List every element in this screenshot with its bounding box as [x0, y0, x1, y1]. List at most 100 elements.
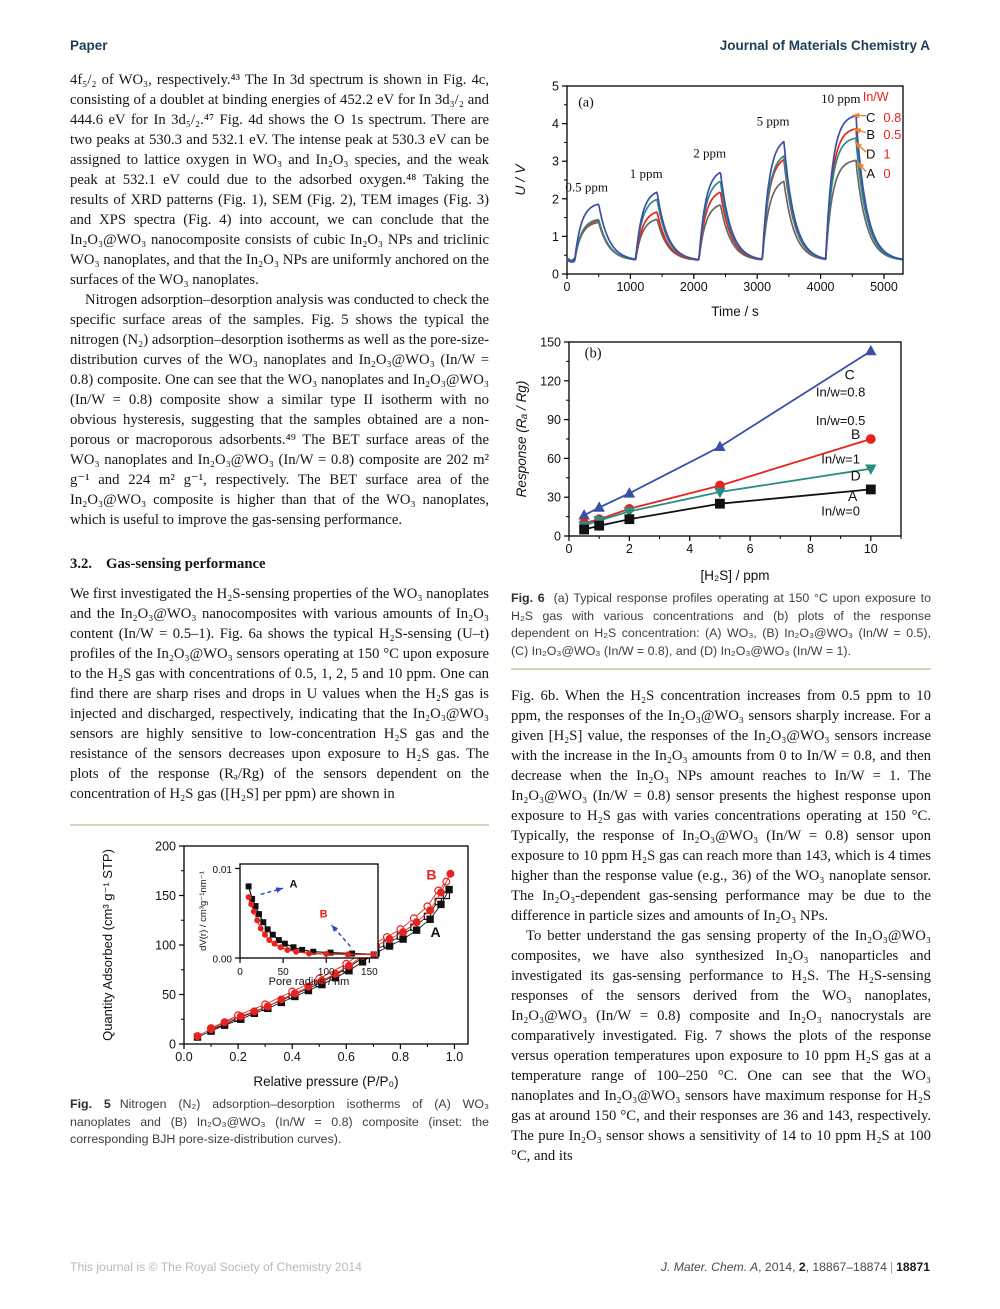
section-title: Gas-sensing performance [106, 556, 266, 572]
svg-text:A: A [430, 924, 440, 940]
caption-separator-rule [511, 668, 931, 670]
svg-text:B: B [320, 909, 328, 921]
citation-volume: 2 [798, 1260, 806, 1274]
svg-text:0: 0 [564, 280, 571, 294]
svg-text:60: 60 [547, 452, 561, 466]
body-paragraph: We first investigated the H₂S-sensing pr… [70, 586, 489, 802]
figure-5-caption-label: Fig. 5 [70, 1097, 111, 1111]
svg-text:30: 30 [547, 491, 561, 505]
citation-separator: | [889, 1260, 894, 1274]
page-number: 18871 [896, 1260, 930, 1274]
svg-text:1000: 1000 [616, 280, 644, 294]
figure-5-caption: Fig. 5 Nitrogen (N₂) adsorption–desorptio… [70, 1096, 489, 1149]
svg-text:200: 200 [155, 840, 176, 854]
svg-text:0.8: 0.8 [883, 110, 901, 125]
svg-text:150: 150 [155, 889, 176, 903]
header-section-label: Paper [70, 38, 108, 53]
svg-text:B: B [851, 426, 860, 442]
svg-text:A: A [848, 488, 858, 504]
left-column: 4f₅/₂ of WO₃, respectively.⁴³ The In 3d … [70, 70, 489, 1149]
svg-text:0.00: 0.00 [213, 955, 233, 966]
citation-year: , 2014, [758, 1260, 799, 1274]
svg-text:0: 0 [237, 967, 243, 978]
svg-text:10 ppm: 10 ppm [821, 91, 860, 106]
svg-text:0.5: 0.5 [883, 127, 901, 142]
svg-text:0: 0 [883, 166, 890, 181]
svg-text:0.8: 0.8 [392, 1050, 409, 1064]
svg-text:1: 1 [883, 146, 890, 161]
svg-text:0.5 ppm: 0.5 ppm [565, 179, 608, 194]
svg-text:Pore radius / nm: Pore radius / nm [269, 976, 350, 988]
svg-text:5: 5 [552, 80, 559, 94]
svg-text:In/w=0: In/w=0 [821, 503, 860, 518]
svg-text:1.0: 1.0 [446, 1050, 463, 1064]
citation-pages: , 18867–18874 [805, 1260, 887, 1274]
figure-6b-chart: 0 2 4 6 8 10 0 30 60 90 120 150 [H₂S] / ppm Response … [511, 330, 931, 584]
svg-text:dV(r) / cm³g⁻¹nm⁻¹: dV(r) / cm³g⁻¹nm⁻¹ [198, 871, 209, 951]
svg-text:A: A [866, 166, 875, 181]
svg-text:(a): (a) [578, 96, 594, 111]
svg-text:120: 120 [540, 374, 561, 388]
svg-text:0: 0 [169, 1038, 176, 1052]
svg-text:4: 4 [552, 117, 559, 131]
section-heading: 3.2. Gas-sensing performance [70, 556, 489, 573]
svg-text:0.2: 0.2 [229, 1050, 246, 1064]
svg-text:0: 0 [552, 268, 559, 282]
svg-text:5 ppm: 5 ppm [757, 113, 790, 128]
svg-text:6: 6 [747, 542, 754, 556]
figure-6-caption-text: (a) Typical response profiles operating … [511, 591, 931, 658]
svg-text:8: 8 [807, 542, 814, 556]
svg-text:D: D [866, 146, 875, 161]
svg-text:[H₂S] / ppm: [H₂S] / ppm [700, 568, 769, 583]
figure-6-caption: Fig. 6 (a) Typical response profiles oper… [511, 590, 931, 660]
svg-text:B: B [426, 867, 436, 883]
svg-text:In/w=0.5: In/w=0.5 [816, 413, 866, 428]
svg-text:3000: 3000 [743, 280, 771, 294]
figure-5-caption-text: Nitrogen (N₂) adsorption–desorption isot… [70, 1097, 489, 1146]
svg-text:(b): (b) [585, 346, 602, 362]
svg-text:50: 50 [278, 967, 290, 978]
svg-text:1: 1 [552, 230, 559, 244]
section-number: 3.2. [70, 556, 93, 572]
svg-text:90: 90 [547, 413, 561, 427]
svg-text:In/w=0.8: In/w=0.8 [816, 384, 866, 399]
citation-line: J. Mater. Chem. A, 2014, 2, 18867–18874 |… [661, 1260, 930, 1274]
svg-text:C: C [866, 110, 875, 125]
figure-6a-chart: 0 1000 2000 3000 4000 5000 0 1 2 3 4 5 Time / s U / V… [511, 76, 931, 320]
svg-text:3: 3 [552, 155, 559, 169]
body-paragraph: 4f₅/₂ of WO₃, respectively.⁴³ The In 3d … [70, 72, 489, 288]
svg-text:0: 0 [566, 542, 573, 556]
svg-text:100: 100 [318, 967, 335, 978]
svg-text:0.01: 0.01 [213, 865, 233, 876]
svg-text:150: 150 [540, 336, 561, 350]
svg-text:D: D [851, 467, 861, 483]
svg-text:Relative pressure (P/P₀): Relative pressure (P/P₀) [253, 1074, 398, 1089]
svg-text:0.4: 0.4 [283, 1050, 300, 1064]
body-paragraph: To better understand the gas sensing pro… [511, 928, 931, 1164]
svg-text:In/W: In/W [863, 90, 889, 104]
svg-text:50: 50 [162, 988, 176, 1002]
svg-text:0.6: 0.6 [338, 1050, 355, 1064]
svg-text:Quantity Adsorbed (cm³ g⁻¹ STP: Quantity Adsorbed (cm³ g⁻¹ STP) [100, 849, 115, 1041]
svg-text:0: 0 [554, 530, 561, 544]
page-footer: This journal is © The Royal Society of C… [70, 1260, 930, 1274]
page-header: Paper Journal of Materials Chemistry A [70, 38, 930, 53]
svg-text:2: 2 [552, 192, 559, 206]
svg-text:In/w=1: In/w=1 [821, 452, 860, 467]
header-journal-title: Journal of Materials Chemistry A [719, 38, 930, 53]
svg-text:A: A [289, 878, 297, 890]
copyright-notice: This journal is © The Royal Society of C… [70, 1260, 362, 1274]
svg-text:150: 150 [361, 967, 378, 978]
svg-text:U / V: U / V [512, 163, 528, 196]
svg-text:1 ppm: 1 ppm [630, 166, 663, 181]
svg-text:B: B [866, 127, 875, 142]
svg-text:2000: 2000 [680, 280, 708, 294]
figure-5-chart: 0.0 0.2 0.4 0.6 0.8 1.0 0 50 100 150 200 Relative p… [88, 838, 489, 1090]
svg-text:4000: 4000 [807, 280, 835, 294]
svg-text:Response (Rₐ / Rg): Response (Rₐ / Rg) [514, 381, 529, 498]
figure-separator-rule [70, 824, 489, 826]
citation-journal: J. Mater. Chem. A [660, 1260, 759, 1274]
svg-text:5000: 5000 [870, 280, 898, 294]
